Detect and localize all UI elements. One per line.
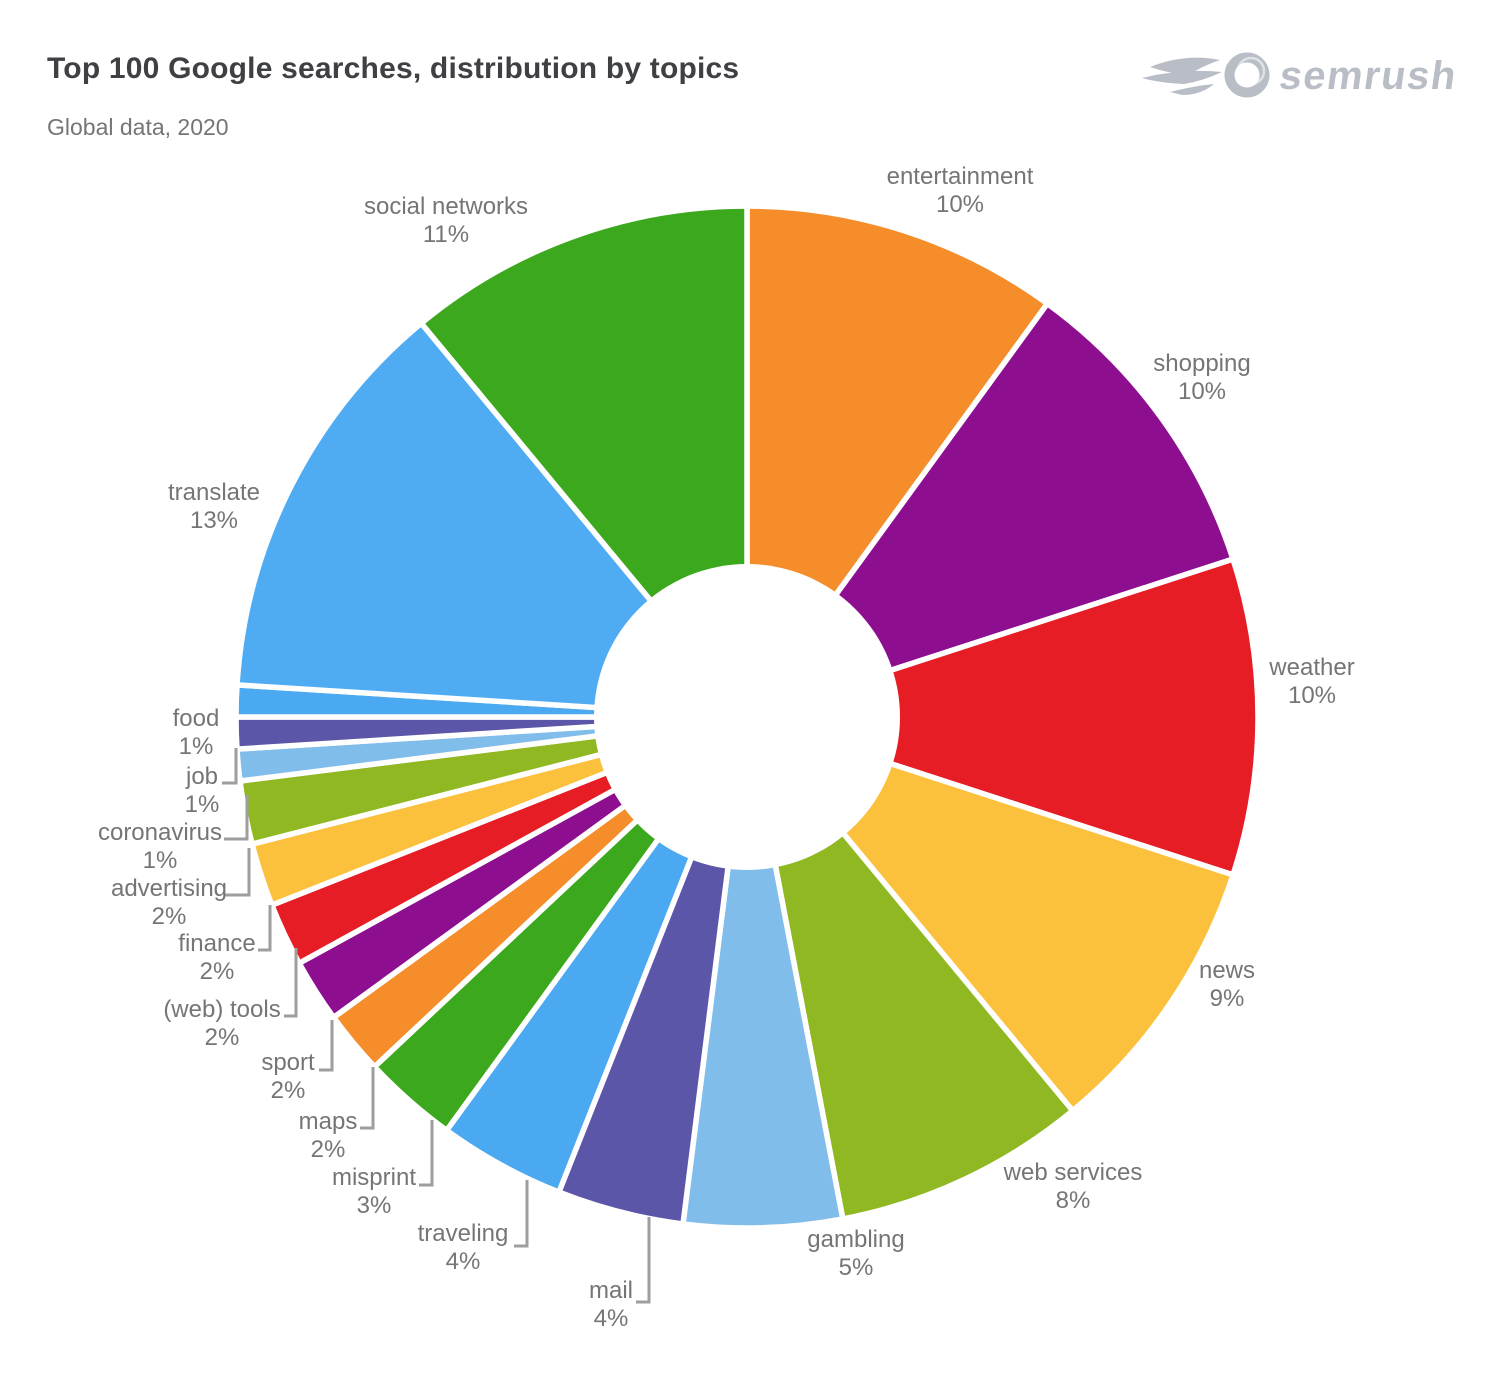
slice-percent-web-services: 8% <box>1056 1187 1091 1214</box>
slice-percent-news: 9% <box>1210 985 1245 1012</box>
chart-header: Top 100 Google searches, distribution by… <box>47 52 739 141</box>
donut-hole <box>594 564 900 870</box>
slice-percent-maps: 2% <box>311 1136 346 1163</box>
slice-label-weather: weather <box>1268 654 1354 681</box>
slice-label-mail: mail <box>589 1277 633 1304</box>
semrush-logo: semrush <box>1140 45 1460 105</box>
slice-percent-translate: 13% <box>190 507 238 534</box>
pie-slice-shopping <box>739 299 1237 723</box>
leader-line-advertising <box>224 848 251 897</box>
slice-label-sport: sport <box>261 1049 315 1076</box>
slice-percent-job: 1% <box>185 791 220 818</box>
slice-label-job: job <box>185 763 218 790</box>
slice-percent-misprint: 3% <box>357 1192 392 1219</box>
slice-label-web-tools: (web) tools <box>163 996 280 1023</box>
slice-label-coronavirus: coronavirus <box>98 819 222 846</box>
slice-label-advertising: advertising <box>111 875 227 902</box>
slice-percent-coronavirus: 1% <box>143 847 178 874</box>
semrush-logo-text: semrush <box>1277 53 1460 98</box>
leader-line-maps <box>360 1067 375 1130</box>
slice-percent-traveling: 4% <box>446 1248 481 1275</box>
slice-label-shopping: shopping <box>1153 350 1250 377</box>
slice-label-finance: finance <box>178 930 255 957</box>
pie-slice-translate <box>234 319 754 721</box>
slice-label-web-services: web services <box>1003 1159 1143 1186</box>
slice-percent-entertainment: 10% <box>936 191 984 218</box>
pie-slice-weather <box>738 555 1261 879</box>
slice-percent-web-tools: 2% <box>205 1024 240 1051</box>
slice-percent-food: 1% <box>179 733 214 760</box>
slice-percent-advertising: 2% <box>152 903 187 930</box>
leader-line-coronavirus <box>224 795 249 841</box>
slice-label-news: news <box>1199 957 1255 984</box>
leader-line-mail <box>636 1217 651 1304</box>
leader-line-traveling <box>514 1180 529 1248</box>
slice-label-gambling: gambling <box>807 1226 904 1253</box>
slice-label-maps: maps <box>299 1108 358 1135</box>
slice-percent-shopping: 10% <box>1178 378 1226 405</box>
page-title: Top 100 Google searches, distribution by… <box>47 52 740 85</box>
slice-label-food: food <box>173 705 220 732</box>
slice-label-entertainment: entertainment <box>887 163 1034 190</box>
leader-line-job <box>222 748 238 785</box>
leader-line-sport <box>319 1020 334 1072</box>
slice-label-misprint: misprint <box>332 1164 416 1191</box>
leader-line-misprint <box>419 1120 434 1187</box>
slice-percent-weather: 10% <box>1288 682 1336 709</box>
slice-label-social-networks: social networks <box>364 193 528 220</box>
page-subtitle: Global data, 2020 <box>47 114 229 140</box>
slice-percent-finance: 2% <box>200 958 235 985</box>
slice-percent-mail: 4% <box>594 1305 629 1332</box>
pie-slice-news <box>738 711 1237 1115</box>
slice-label-traveling: traveling <box>418 1220 509 1247</box>
slice-percent-social-networks: 11% <box>423 221 469 248</box>
semrush-flame-icon <box>1142 52 1270 98</box>
slice-label-translate: translate <box>168 479 260 506</box>
slice-percent-gambling: 5% <box>839 1254 874 1281</box>
leader-line-web-tools <box>284 948 298 1018</box>
slice-percent-sport: 2% <box>271 1077 306 1104</box>
leader-line-finance <box>258 905 272 952</box>
